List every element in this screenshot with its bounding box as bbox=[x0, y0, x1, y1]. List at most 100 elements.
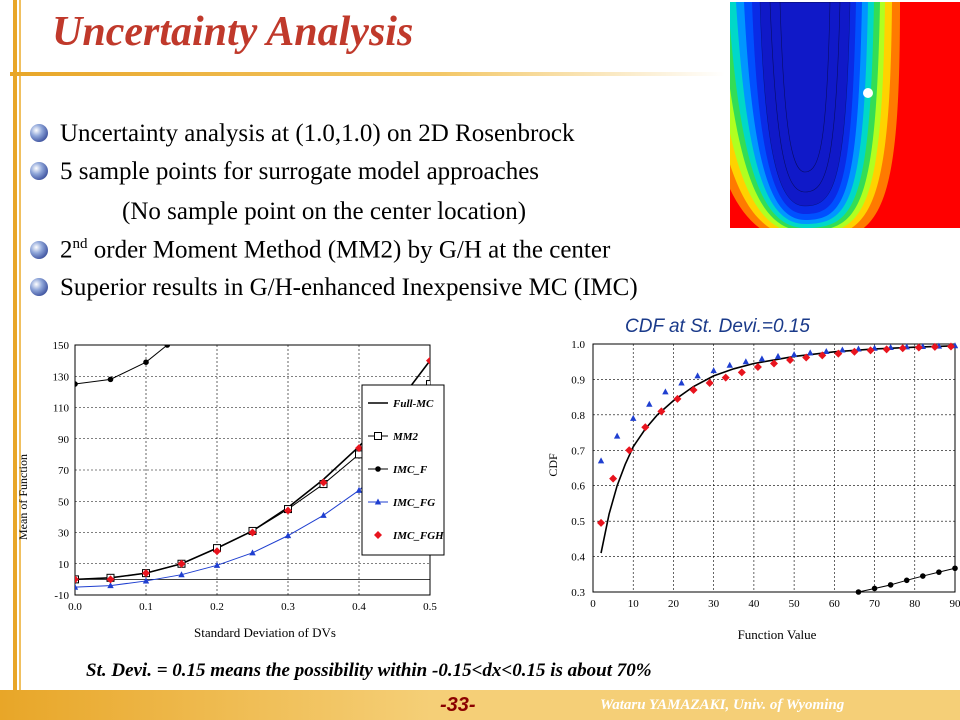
author-credit: Wataru YAMAZAKI, Univ. of Wyoming bbox=[600, 697, 845, 713]
cdf-series-1-point bbox=[597, 457, 605, 464]
imc-fg-point bbox=[249, 549, 256, 556]
cdf-series-1-point bbox=[662, 388, 669, 395]
cdf-series-2-point bbox=[689, 386, 698, 395]
bullet-3-sup: nd bbox=[72, 236, 88, 252]
imc-fgh-point bbox=[426, 356, 430, 365]
imc-fgh-point bbox=[142, 569, 150, 578]
cdf-series-2-point bbox=[673, 394, 682, 403]
bullet-orb-icon bbox=[30, 278, 48, 297]
left-chart-y-axis-label: Mean of Function bbox=[16, 454, 30, 540]
imc-fgh-point bbox=[75, 575, 79, 584]
cdf-series-1-point bbox=[807, 349, 814, 356]
imc-f-line bbox=[75, 345, 168, 385]
right-chart-axes: 0 10 20 30 40 50 60 70 80 90 0.3 0.4 0.5 0.6 0.7 0.8 0.9… bbox=[571, 339, 960, 610]
cdf-series-2-point bbox=[737, 368, 746, 377]
cdf-series-3-point bbox=[903, 577, 910, 584]
center-point-marker bbox=[863, 88, 873, 98]
cdf-series-2-point bbox=[597, 518, 606, 527]
cdf-series-2-point bbox=[770, 359, 778, 368]
cdf-chart-title: CDF at St. Devi.=0.15 bbox=[625, 316, 810, 337]
left-chart-x-tick-label: 0.0 bbox=[68, 601, 82, 613]
legend-full-mc-label: Full-MC bbox=[392, 398, 434, 410]
cdf-series-3 bbox=[855, 565, 958, 595]
contour-bands bbox=[730, 2, 960, 228]
bullet-orb-icon bbox=[30, 162, 48, 181]
slide-title: Uncertainty Analysis bbox=[52, 9, 414, 55]
right-chart-x-tick-label: 0 bbox=[590, 598, 596, 610]
cdf-series-2-point bbox=[753, 363, 762, 372]
bullet-orb-icon bbox=[30, 240, 48, 259]
right-chart-y-tick-label: 0.5 bbox=[571, 516, 585, 528]
cdf-series-2-point bbox=[834, 349, 843, 358]
cdf-series-1-point bbox=[630, 414, 637, 421]
bullet-3-post: order Moment Method (MM2) by G/H at the … bbox=[87, 236, 611, 264]
right-chart-y-tick-label: 0.4 bbox=[571, 552, 585, 564]
title-underline bbox=[10, 72, 725, 76]
cdf-series-1-point bbox=[694, 372, 701, 379]
imc-fg-point bbox=[75, 583, 79, 590]
imc-fg-point bbox=[284, 532, 292, 539]
right-chart-x-tick-label: 60 bbox=[829, 598, 841, 610]
left-chart-x-axis-label: Standard Deviation of DVs bbox=[194, 625, 336, 640]
left-chart-y-tick-label: 10 bbox=[58, 559, 70, 571]
cdf-series-1-point bbox=[774, 352, 782, 359]
bullet-1: Uncertainty analysis at (1.0,1.0) on 2D … bbox=[30, 120, 574, 148]
cdf-series-2-point bbox=[882, 345, 891, 354]
imc-fgh-point bbox=[106, 575, 115, 584]
left-chart-y-tick-label: -10 bbox=[54, 590, 69, 602]
cdf-series-1-point bbox=[790, 351, 798, 358]
right-chart-y-tick-label: 0.8 bbox=[571, 410, 585, 422]
bullet-2: 5 sample points for surrogate model appr… bbox=[30, 158, 539, 186]
right-chart-x-tick-label: 50 bbox=[789, 598, 801, 610]
cdf-series-1-point bbox=[646, 400, 653, 407]
cdf-series-3-point bbox=[871, 585, 878, 592]
left-chart-y-tick-label: 50 bbox=[58, 496, 70, 508]
bullet-4-text: Superior results in G/H-enhanced Inexpen… bbox=[60, 274, 638, 301]
cdf-series-1-point bbox=[839, 346, 846, 353]
cdf-series-2-point bbox=[721, 373, 730, 382]
bullet-2-text: 5 sample points for surrogate model appr… bbox=[60, 158, 540, 185]
right-chart-frame bbox=[592, 343, 956, 593]
left-chart-x-tick-label: 0.1 bbox=[139, 601, 153, 613]
left-chart-y-tick-label: 150 bbox=[53, 340, 70, 352]
left-chart-x-tick-label: 0.3 bbox=[281, 601, 295, 613]
left-chart-y-tick-label: 110 bbox=[53, 403, 70, 415]
rosenbrock-contour-plot bbox=[730, 2, 960, 228]
cdf-series-2 bbox=[597, 342, 955, 527]
imc-f-point bbox=[143, 359, 149, 365]
right-chart-y-tick-label: 0.9 bbox=[571, 374, 585, 386]
bullet-3: 2nd order Moment Method (MM2) by G/H at … bbox=[30, 236, 610, 264]
cdf-series-2-point bbox=[641, 423, 650, 432]
left-chart-y-tick-label: 70 bbox=[58, 465, 70, 477]
bottom-note: St. Devi. = 0.15 means the possibility w… bbox=[86, 660, 652, 681]
left-accent-rule bbox=[13, 0, 17, 690]
cdf-series-3-point bbox=[887, 582, 894, 588]
right-chart-y-axis-label: CDF bbox=[546, 453, 560, 477]
legend-mm2-label: MM2 bbox=[392, 431, 419, 443]
imc-fgh-point bbox=[213, 547, 221, 556]
cdf-series-2-point bbox=[802, 353, 811, 362]
cdf-series-1-point bbox=[742, 358, 750, 365]
bullet-1-text: Uncertainty analysis at (1.0,1.0) on 2D … bbox=[60, 120, 575, 147]
cdf-series-2-point bbox=[898, 344, 907, 353]
imc-fgh-point bbox=[355, 444, 363, 453]
cdf-series-2-point bbox=[866, 346, 875, 355]
left-accent-rule-inner bbox=[19, 0, 21, 690]
right-chart-y-tick-label: 1.0 bbox=[571, 339, 585, 351]
cdf-series-2-point bbox=[850, 347, 859, 356]
imc-fg-point bbox=[320, 511, 327, 518]
right-chart-x-axis-label: Function Value bbox=[738, 627, 817, 642]
cdf-series-3-point bbox=[952, 565, 958, 572]
cdf-series-2-point bbox=[946, 342, 955, 351]
right-chart-series bbox=[597, 342, 958, 595]
left-chart-x-tick-label: 0.5 bbox=[423, 601, 437, 613]
cdf-series-2-point bbox=[657, 407, 666, 416]
imc-fg-point bbox=[213, 561, 221, 568]
contour-band-navy bbox=[759, 2, 851, 207]
cdf-series-3-point bbox=[920, 573, 926, 579]
legend-imc-fgh-label: IMC_FGH bbox=[392, 530, 444, 542]
right-chart-x-tick-label: 10 bbox=[628, 598, 640, 610]
series-imc-f bbox=[75, 345, 171, 387]
legend-imc-f-marker bbox=[375, 466, 381, 472]
imc-fg-point bbox=[178, 571, 185, 578]
